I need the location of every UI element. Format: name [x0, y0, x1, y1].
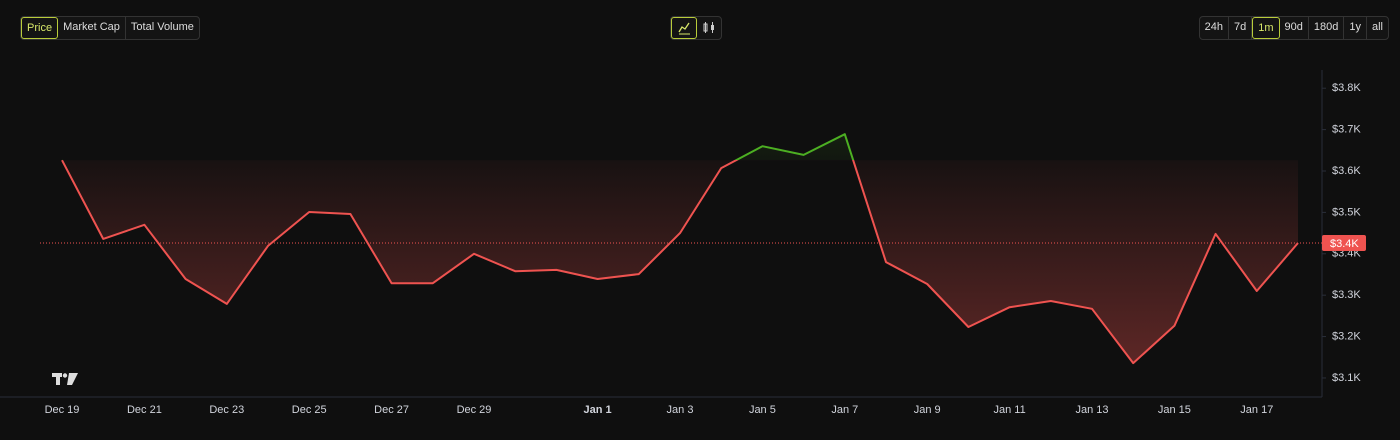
tab-button[interactable]: Total Volume [130, 21, 194, 33]
y-tick-label: $3.8K [1332, 82, 1361, 94]
y-tick-label: $3.7K [1332, 124, 1361, 136]
tab-button[interactable]: Price [21, 17, 59, 39]
candle-chart-toggle[interactable] [697, 17, 721, 39]
x-tick-label: Jan 5 [749, 404, 776, 416]
x-tick-label: Jan 17 [1240, 404, 1273, 416]
current-price-badge [1322, 235, 1366, 252]
x-tick-label: Jan 9 [914, 404, 941, 416]
chart-type-group [670, 16, 722, 40]
tradingview-logo [52, 373, 78, 385]
range-button[interactable]: 1y [1344, 17, 1367, 39]
current-price-label: $3.4K [1330, 238, 1359, 250]
y-tick-label: $3.4K [1332, 248, 1361, 260]
tab-button[interactable]: Market Cap [58, 17, 126, 39]
range-button[interactable]: 7d [1229, 17, 1253, 39]
range-button[interactable]: 1m [1252, 17, 1280, 39]
x-tick-label: Dec 25 [292, 404, 327, 416]
range-button[interactable]: all [1371, 21, 1383, 33]
y-tick-label: $3.5K [1332, 206, 1361, 218]
x-tick-label: Jan 1 [584, 404, 612, 416]
price-line [61, 133, 1299, 365]
x-tick-label: Jan 7 [831, 404, 858, 416]
range-button[interactable]: 24h [1200, 17, 1229, 39]
y-tick-label: $3.6K [1332, 165, 1361, 177]
x-tick-label: Jan 13 [1075, 404, 1108, 416]
range-button[interactable]: 180d [1309, 17, 1345, 39]
line-chart-toggle[interactable] [671, 17, 697, 39]
y-tick-label: $3.3K [1332, 289, 1361, 301]
x-tick-label: Dec 21 [127, 404, 162, 416]
range-group: 24h 7d 1m 90d 180d 1y all [1198, 16, 1389, 40]
x-tick-label: Dec 19 [45, 404, 80, 416]
x-tick-label: Jan 3 [667, 404, 694, 416]
y-tick-label: $3.2K [1332, 330, 1361, 342]
range-button[interactable]: 90d [1280, 17, 1309, 39]
x-tick-label: Jan 11 [993, 404, 1025, 416]
area [62, 134, 1298, 364]
x-tick-label: Dec 23 [209, 404, 244, 416]
x-tick-label: Dec 29 [457, 404, 492, 416]
x-tick-label: Dec 27 [374, 404, 409, 416]
tab-group: Price Market Cap Total Volume [20, 16, 200, 40]
y-tick-label: $3.1K [1332, 372, 1361, 384]
x-tick-label: Jan 15 [1158, 404, 1191, 416]
